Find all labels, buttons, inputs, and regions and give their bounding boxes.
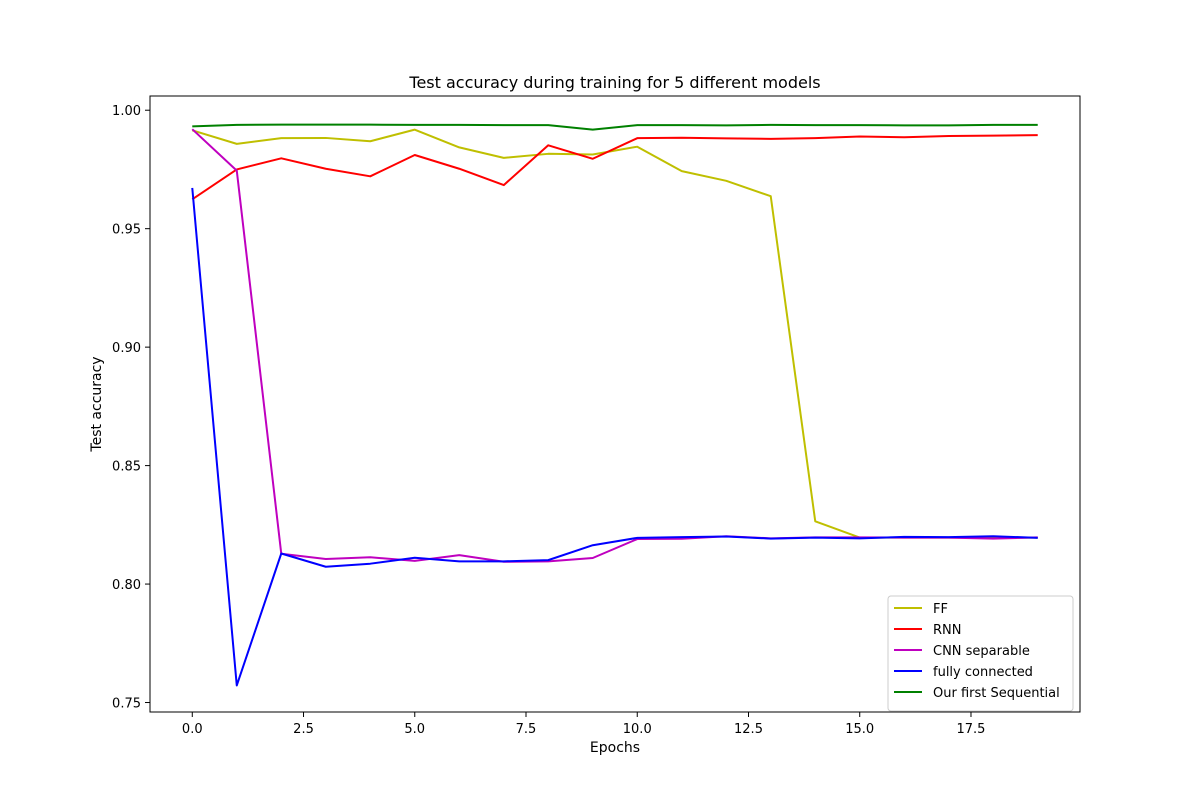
legend-label: RNN [933,623,961,638]
x-tick-label: 0.0 [182,722,203,737]
legend-label: fully connected [933,665,1033,680]
y-tick-label: 0.75 [112,697,141,712]
x-axis-label: Epochs [590,740,640,756]
series-group [191,123,1038,687]
legend: FF RNN CNN separable fully connected Our fir… [887,595,1074,712]
legend-box [887,595,1074,712]
legend-item-rnn: RNN [894,623,961,638]
series-line-our-first-sequential [192,123,1038,131]
legend-item-ff: FF [894,602,948,617]
legend-label: FF [933,602,948,617]
y-tick-label: 0.90 [112,341,141,356]
x-tick-label: 5.0 [404,722,425,737]
y-axis-label: Test accuracy [89,356,105,452]
y-tick-label: 0.95 [112,223,141,238]
series-line-fully-connected [191,187,1038,687]
x-tick-label: 7.5 [516,722,537,737]
x-tick-label: 12.5 [734,722,763,737]
legend-item-cnn-separable: CNN separable [894,644,1030,659]
y-tick-label: 0.80 [112,578,141,593]
plot-area-frame [149,95,1081,713]
x-tick-label: 2.5 [293,722,314,737]
y-tick-label: 1.00 [112,104,141,119]
series-line-rnn [191,134,1038,201]
legend-item-fully-connected: fully connected [894,665,1033,680]
x-axis: 0.0 2.5 5.0 7.5 10.0 12.5 15.0 17.5 [182,712,986,737]
y-axis: 0.75 0.80 0.85 0.90 0.95 1.00 [112,104,150,712]
x-tick-label: 17.5 [957,722,986,737]
legend-label: CNN separable [933,644,1030,659]
chart-title: Test accuracy during training for 5 diff… [408,73,820,92]
x-tick-label: 15.0 [845,722,874,737]
x-tick-label: 10.0 [623,722,652,737]
legend-label: Our first Sequential [933,686,1060,701]
legend-item-our-first-sequential: Our first Sequential [894,686,1060,701]
y-tick-label: 0.85 [112,460,141,475]
